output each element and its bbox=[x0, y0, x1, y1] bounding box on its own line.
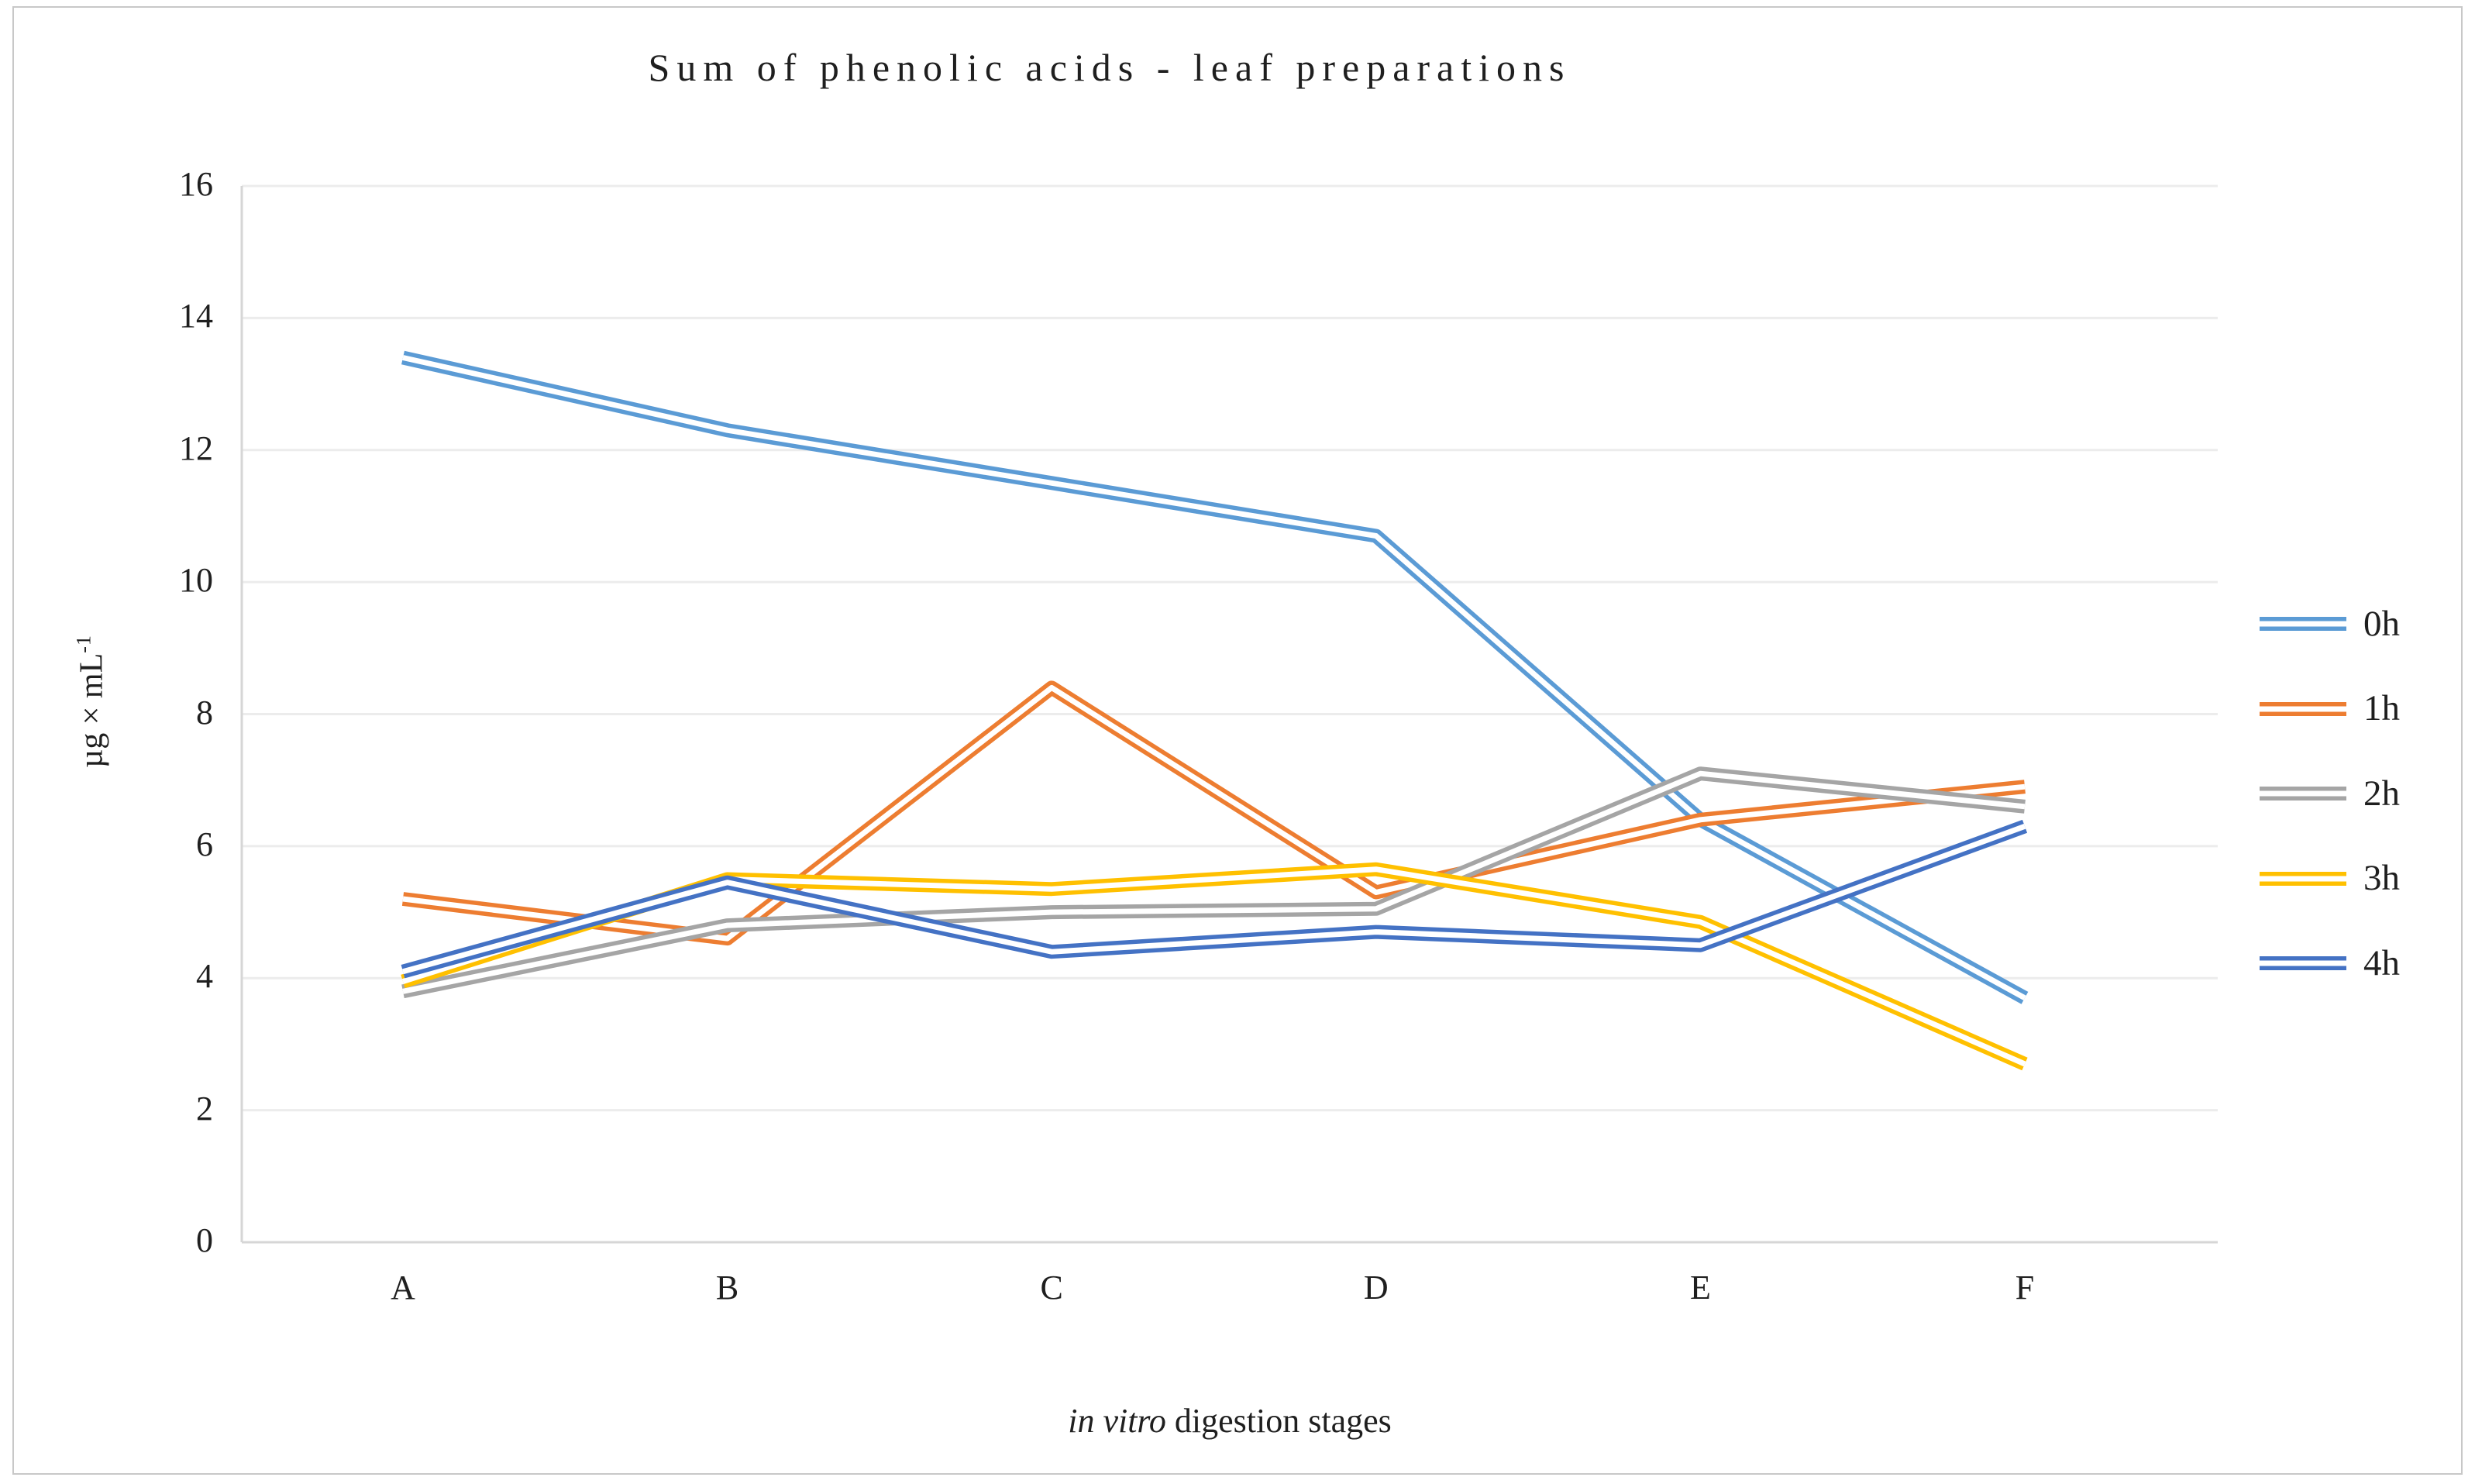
legend-label: 1h bbox=[2363, 688, 2400, 728]
legend-item-3h: 3h bbox=[2260, 856, 2400, 902]
x-axis-title-italic: in vitro bbox=[1068, 1402, 1166, 1440]
y-tick-label: 12 bbox=[179, 429, 213, 467]
y-tick-label: 14 bbox=[179, 297, 213, 336]
chart-title: Sum of phenolic acids - leaf preparation… bbox=[648, 46, 1571, 89]
y-tick-label: 2 bbox=[196, 1089, 213, 1128]
x-tick-label: F bbox=[2015, 1269, 2035, 1307]
y-tick-label: 0 bbox=[196, 1221, 213, 1259]
y-tick-label: 6 bbox=[196, 825, 213, 863]
legend-item-1h: 1h bbox=[2260, 686, 2400, 732]
y-tick-label: 16 bbox=[179, 165, 213, 203]
y-tick-label: 8 bbox=[196, 693, 213, 732]
x-axis-title-rest: digestion stages bbox=[1165, 1402, 1392, 1440]
x-axis-title: in vitro digestion stages bbox=[242, 1401, 2218, 1441]
legend-item-4h: 4h bbox=[2260, 940, 2400, 986]
legend-item-0h: 0h bbox=[2260, 601, 2400, 647]
legend-swatch-0h bbox=[2260, 617, 2346, 631]
x-tick-label: C bbox=[1040, 1269, 1063, 1307]
x-tick-label: D bbox=[1363, 1269, 1389, 1307]
gridlines bbox=[242, 184, 2218, 1112]
legend-swatch-2h bbox=[2260, 787, 2346, 801]
legend-swatch-4h bbox=[2260, 956, 2346, 970]
axis-lines bbox=[240, 186, 2218, 1244]
legend-item-2h: 2h bbox=[2260, 770, 2400, 817]
legend-label: 3h bbox=[2363, 858, 2400, 898]
legend-swatch-1h bbox=[2260, 701, 2346, 716]
x-tick-label: E bbox=[1689, 1269, 1711, 1307]
legend-label: 2h bbox=[2363, 773, 2400, 814]
legend-label: 4h bbox=[2363, 942, 2400, 983]
series-line-2h bbox=[401, 766, 2026, 999]
series-line-4h bbox=[401, 819, 2028, 979]
x-tick-label: B bbox=[715, 1269, 739, 1307]
legend-swatch-3h bbox=[2260, 871, 2346, 886]
x-tick-label: A bbox=[391, 1269, 415, 1307]
y-axis-unit-exponent: -1 bbox=[72, 635, 95, 653]
y-tick-label: 10 bbox=[179, 561, 213, 600]
series-line-0h bbox=[401, 350, 2029, 1004]
y-tick-label: 4 bbox=[196, 957, 213, 996]
legend-label: 0h bbox=[2363, 603, 2400, 644]
